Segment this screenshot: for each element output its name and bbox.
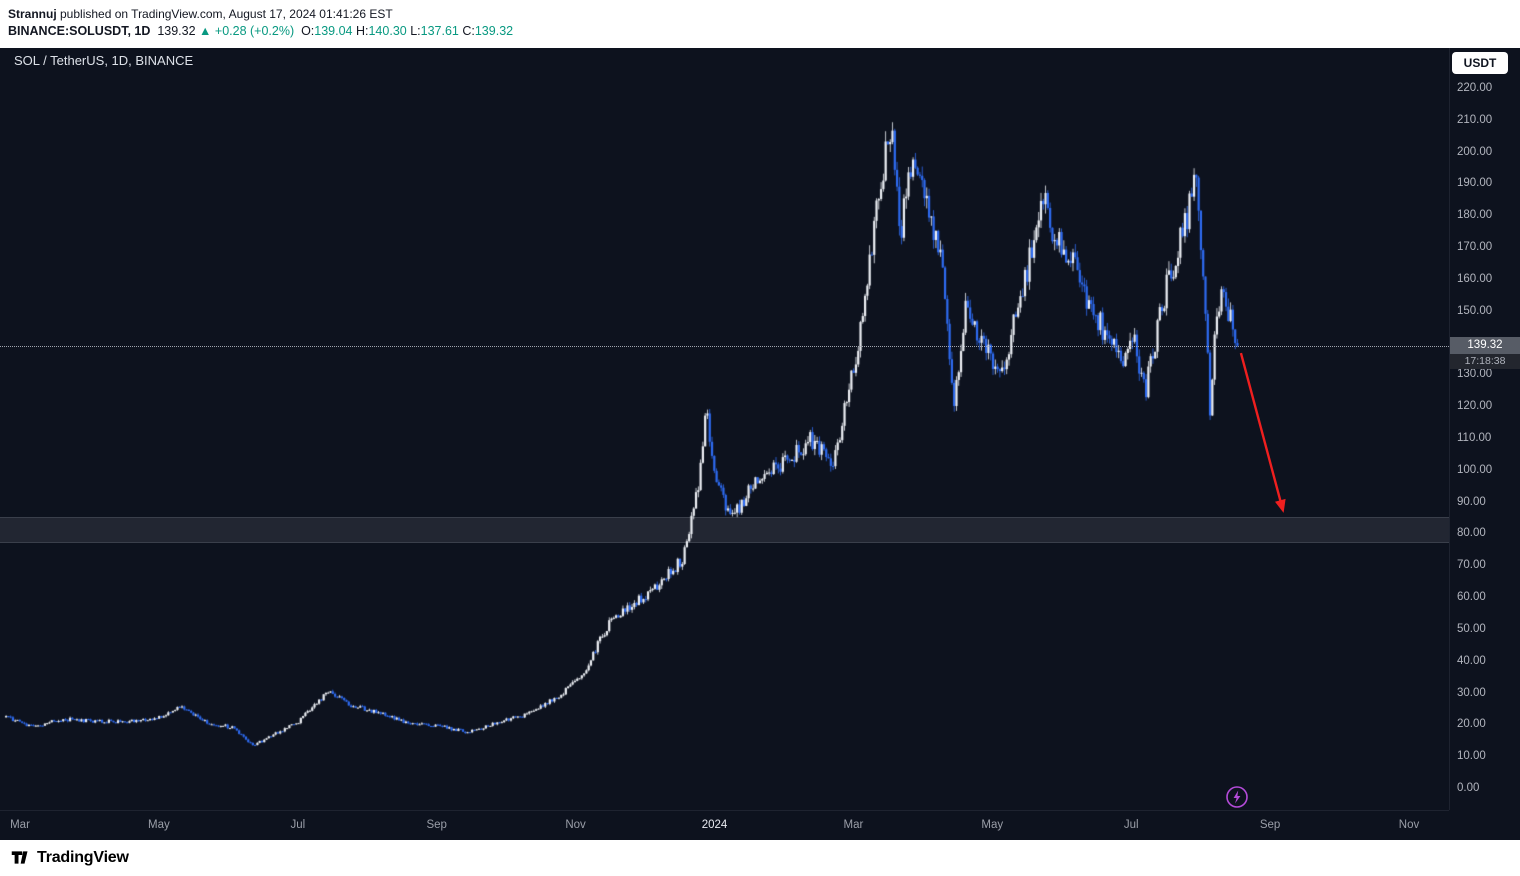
price-tick-label: 50.00 (1457, 622, 1486, 635)
price-tick-label: 40.00 (1457, 654, 1486, 667)
price-tick-label: 60.00 (1457, 591, 1486, 604)
symbol-ohlc-line: BINANCE:SOLUSDT, 1D 139.32 ▲ +0.28 (+0.2… (8, 24, 513, 38)
time-tick-label: Nov (1398, 819, 1420, 831)
time-tick-label: Mar (10, 819, 30, 831)
tradingview-logo-icon (11, 851, 28, 864)
ohlc-segment: 139.04 (314, 24, 356, 38)
price-tick-label: 110.00 (1457, 432, 1492, 444)
candlestick-canvas[interactable] (0, 48, 1520, 840)
price-tick-label: 160.00 (1457, 272, 1493, 285)
published-text: published on TradingView.com, August 17,… (56, 7, 393, 21)
time-tick-label: Mar (843, 819, 864, 831)
published-line: Strannuj published on TradingView.com, A… (8, 7, 393, 21)
price-tick-label: 90.00 (1457, 495, 1486, 508)
ohlc-segment: BINANCE:SOLUSDT, 1D (8, 24, 158, 38)
time-tick-label: Jul (1123, 819, 1139, 831)
time-axis[interactable]: Mar May Jul Sep Nov 2024 Mar May Jul Sep Nov (0, 810, 1449, 840)
time-tick-label: May (148, 819, 170, 831)
currency-toggle-button[interactable]: USDT (1452, 52, 1508, 74)
bar-countdown: 17:18:38 (1450, 353, 1520, 369)
price-tick-label: 170.00 (1457, 241, 1493, 254)
ohlc-segment: O: (301, 24, 315, 38)
price-tick-label: 180.00 (1457, 209, 1493, 222)
time-tick-label: 2024 (701, 819, 728, 831)
time-tick-label: Sep (1259, 819, 1281, 831)
price-tick-label: 190.00 (1457, 177, 1493, 190)
price-tick-label: 10.00 (1457, 750, 1486, 763)
ohlc-segment: C: (462, 24, 475, 38)
ohlc-segment: 139.32 (474, 24, 514, 38)
ohlc-segment: H: (355, 24, 369, 38)
price-tick-label: 150.00 (1457, 304, 1493, 317)
price-tick-label: 210.00 (1457, 113, 1493, 126)
tradingview-logo[interactable]: TradingView (10, 847, 129, 868)
price-tick-label: 200.00 (1457, 145, 1493, 158)
price-tick-label: 30.00 (1457, 686, 1486, 699)
time-tick-label: Nov (565, 819, 586, 831)
last-price-badge: 139.32 17:18:38 (1450, 336, 1520, 369)
current-price-dotted-line (0, 346, 1449, 347)
publication-header: Strannuj published on TradingView.com, A… (0, 0, 1520, 48)
price-axis[interactable]: 220.00 210.00 200.00 190.00 180.00 170.00 160.… (1449, 48, 1520, 810)
price-tick-label: 100.00 (1457, 463, 1493, 476)
price-tick-label: 120.00 (1457, 400, 1493, 413)
ohlc-segment: 137.61 (420, 24, 463, 38)
site-footer: TradingView (0, 840, 1520, 876)
time-tick-label: Jul (290, 819, 306, 831)
time-tick-label: Sep (426, 819, 447, 831)
chart-legend[interactable]: SOL / TetherUS, 1D, BINANCE (14, 53, 194, 68)
ohlc-segment: 139.32 (157, 24, 200, 38)
price-tick-label: 130.00 (1457, 368, 1493, 381)
tradingview-wordmark: TradingView (37, 848, 129, 866)
chart-region[interactable]: SOL / TetherUS, 1D, BINANCE USDT 220.00 2… (0, 48, 1520, 840)
price-tick-label: 220.00 (1457, 82, 1493, 94)
lightning-circle-icon[interactable] (1225, 785, 1249, 809)
price-tick-label: 20.00 (1457, 718, 1486, 731)
ohlc-segment: 140.30 (368, 24, 411, 38)
price-tick-label: 0.00 (1457, 782, 1480, 794)
author-name: Strannuj (8, 7, 57, 21)
price-tick-label: 80.00 (1457, 527, 1486, 540)
ohlc-segment: L: (410, 24, 421, 38)
ohlc-segment: ▲ +0.28 (+0.2%) (199, 24, 302, 38)
price-tick-label: 70.00 (1457, 559, 1486, 572)
time-tick-label: May (981, 819, 1004, 831)
last-price-value: 139.32 (1450, 336, 1520, 354)
